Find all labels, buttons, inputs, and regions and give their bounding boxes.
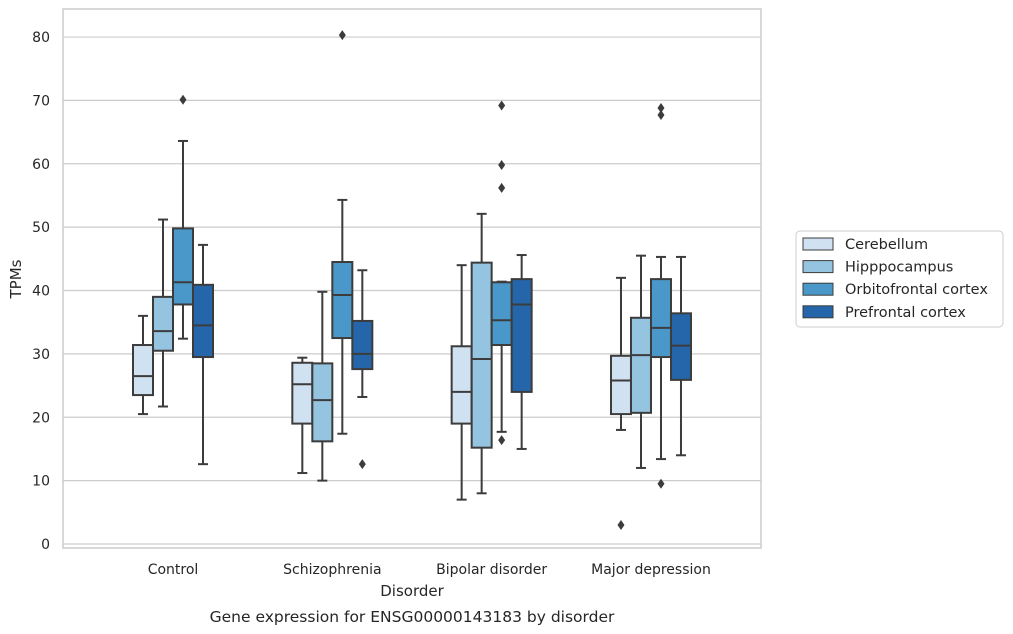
box-hipppocampus [629,254,652,469]
legend-label: Cerebellum [845,237,928,253]
box-orbitofrontal-cortex [490,100,513,446]
box-prefrontal-cortex [351,269,374,470]
iqr-box [172,227,194,306]
box-orbitofrontal-cortex [172,94,194,340]
y-tick-label: 10 [32,474,50,490]
iqr-box [510,278,533,393]
outlier-point [498,435,506,446]
iqr-box [649,278,672,359]
outlier-point [338,30,346,41]
y-tick-label: 80 [32,30,50,46]
iqr-box [609,354,632,416]
iqr-box [629,316,652,414]
iqr-box [152,295,174,352]
box-orbitofrontal-cortex [649,103,672,489]
boxes [132,30,692,530]
x-axis-ticks: Control Schizophrenia Bipolar disorder Majo… [148,562,711,578]
legend-swatch [802,305,834,319]
y-tick-label: 70 [32,93,50,109]
box-prefrontal-cortex [510,254,533,450]
y-tick-label: 40 [32,284,50,300]
box-prefrontal-cortex [669,255,692,457]
iqr-box [331,261,354,340]
outlier-point [657,478,665,489]
box-prefrontal-cortex [192,243,214,466]
plot-frame [62,8,762,549]
outlier-point [498,100,506,111]
outlier-point [358,459,366,470]
iqr-box [490,281,513,347]
y-tick-label: 20 [32,410,50,426]
box-cerebellum [291,356,314,475]
outlier-point [657,109,665,120]
legend: Cerebellum Hipppocampus Orbitofrontal cort… [795,230,1004,328]
box-cerebellum [132,314,154,416]
box-cerebellum [450,264,473,501]
legend-label: Orbitofrontal cortex [845,282,988,298]
outlier-point [617,519,625,530]
box-hipppocampus [470,212,493,495]
y-tick-label: 0 [41,537,50,553]
legend-swatch [802,260,834,274]
y-axis-ticks: 0 10 20 30 40 50 60 70 80 [32,30,50,553]
outlier-point [498,160,506,171]
outlier-point [179,94,187,105]
x-tick-label: Schizophrenia [283,562,381,578]
iqr-box [291,361,314,425]
iqr-box [132,344,154,397]
legend-label: Hipppocampus [845,260,953,276]
y-tick-label: 30 [32,347,50,363]
box-hipppocampus [311,290,334,482]
x-tick-label: Bipolar disorder [436,562,547,578]
x-tick-label: Major depression [591,562,711,578]
iqr-box [470,261,493,449]
box-hipppocampus [152,218,174,408]
y-tick-label: 50 [32,220,50,236]
x-axis-label: Disorder [380,582,444,600]
box-cerebellum [609,276,632,530]
legend-swatch [802,282,834,296]
y-tick-label: 60 [32,157,50,173]
iqr-box [450,345,473,425]
outlier-point [657,103,665,114]
iqr-box [351,319,374,371]
y-axis-label: TPMs [7,259,25,299]
legend-frame [795,230,1004,328]
figure-caption: Gene expression for ENSG00000143183 by d… [210,608,615,626]
iqr-box [192,283,214,359]
legend-swatch [802,237,834,251]
iqr-box [311,362,334,443]
box-orbitofrontal-cortex [331,30,354,435]
legend-label: Prefrontal cortex [845,305,966,321]
outlier-point [498,182,506,193]
x-tick-label: Control [148,562,199,578]
